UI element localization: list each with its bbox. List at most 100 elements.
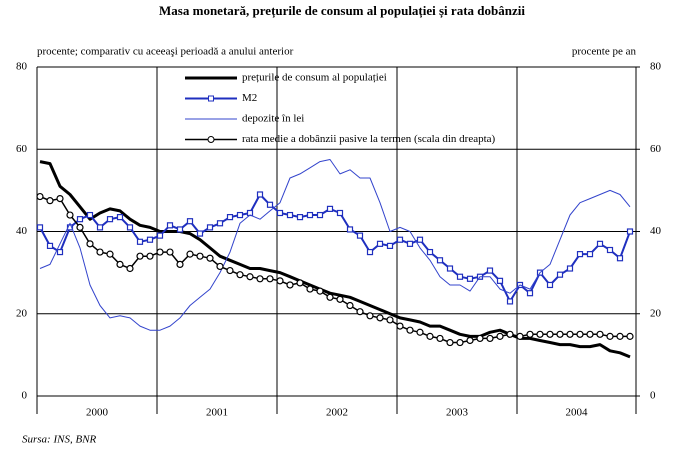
marker [456,338,464,347]
marker [566,330,574,338]
marker [346,226,354,233]
series-line [39,160,631,359]
marker [336,295,344,303]
y2-tick-label: 0 [650,390,656,402]
marker [556,330,564,338]
y2-axis-label: procente pe an [572,46,637,58]
series-line [39,193,631,303]
marker [596,330,604,338]
x-tick-label: 2001 [206,407,228,419]
marker [376,314,384,322]
marker [146,252,154,260]
marker [616,255,624,262]
marker [126,264,134,273]
marker [396,322,404,330]
marker [576,330,584,338]
marker [486,267,494,274]
y-tick-label: 20 [16,307,28,319]
marker [266,201,274,208]
marker [376,240,384,247]
marker [366,248,374,256]
marker [186,218,194,225]
marker [496,277,504,284]
marker [116,214,124,221]
legend-label: rata medie a dobânzii pasive la termen (… [242,133,496,145]
marker [586,330,594,338]
marker [296,279,304,287]
marker [456,273,464,280]
marker [436,257,444,264]
y-tick-label: 0 [22,390,28,402]
marker [226,214,234,221]
y2-tick-label: 80 [650,61,662,73]
marker [526,290,534,297]
marker [96,224,104,231]
marker [606,246,614,254]
legend-label: depozite în lei [242,113,304,125]
x-tick-label: 2004 [566,407,589,419]
marker [406,240,414,247]
marker [416,328,424,336]
marker [516,332,524,340]
marker [506,330,514,338]
marker [66,211,74,219]
source: Sursa: INS, BNR [22,434,97,446]
marker [176,226,184,233]
marker [436,334,444,343]
marker [106,216,114,223]
x-tick-label: 2002 [326,407,348,419]
x-tick-label: 2003 [446,407,469,419]
marker [356,232,364,239]
y2-tick-label: 20 [650,307,662,319]
legend-label: M2 [242,92,257,104]
marker [96,248,104,256]
legend-marker [207,136,215,143]
marker [196,252,204,260]
marker [416,236,424,243]
marker [536,330,544,338]
series-line [39,159,631,331]
marker [276,277,284,285]
marker [236,271,244,279]
marker [36,192,44,201]
marker [266,275,274,283]
y-tick-label: 40 [16,225,28,237]
marker [546,281,554,289]
marker [506,298,514,305]
marker [466,275,474,282]
marker [206,254,214,262]
marker [146,236,154,243]
marker [276,209,284,217]
marker [606,332,614,340]
marker [386,316,394,324]
marker [36,224,44,231]
marker [246,273,254,281]
marker [526,330,534,338]
marker [386,242,394,249]
marker [106,250,114,258]
marker [426,248,434,256]
marker [226,266,234,275]
marker [326,293,334,301]
marker [216,220,224,227]
marker [256,191,264,198]
marker [546,330,554,338]
marker [396,236,404,243]
y2-tick-label: 60 [650,143,662,155]
chart-title: Masa monetară, prețurile de consum al po… [159,3,525,19]
marker [186,250,194,258]
marker [286,211,294,219]
marker [616,332,624,340]
marker [306,211,314,219]
y-tick-label: 60 [16,143,28,155]
marker [46,197,54,205]
marker [356,308,364,316]
marker [626,332,634,340]
marker [406,326,414,334]
marker [626,228,634,235]
marker [556,271,564,278]
legend-label: prețurile de consum al populației [242,72,387,84]
marker [86,211,94,219]
marker [596,240,604,247]
